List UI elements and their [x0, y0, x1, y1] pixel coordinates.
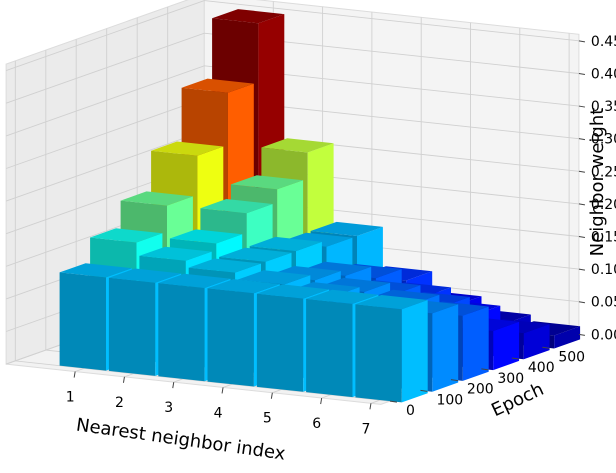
bar-top-face	[212, 9, 285, 24]
bar-front-face	[207, 288, 254, 387]
x-tick	[172, 382, 175, 389]
bar-top-face	[261, 138, 334, 153]
y-tick	[542, 346, 550, 349]
z-tick	[578, 72, 586, 75]
bar-front-face	[108, 277, 156, 376]
y-tick	[420, 389, 428, 392]
bar-front-face	[59, 272, 106, 371]
bar-top-face	[219, 247, 292, 262]
z-tick-label: 0.10	[591, 262, 616, 278]
y-tick-label: 200	[467, 382, 494, 398]
bar-top-face	[120, 191, 193, 206]
z-tick-label: 0.00	[591, 327, 616, 343]
x-tick-label: 4	[214, 405, 223, 421]
bar-top-face	[249, 236, 322, 252]
y-tick	[481, 368, 489, 371]
bar-top-face	[256, 284, 330, 299]
z-tick-label: 0.20	[591, 197, 616, 213]
z-tick	[578, 105, 586, 108]
bar-top-face	[200, 199, 273, 214]
bar-front-face	[256, 293, 304, 392]
z-tick-label: 0.35	[591, 99, 616, 115]
bar-top-face	[306, 289, 379, 304]
bar-top-face	[310, 221, 383, 236]
y-tick-label: 400	[528, 360, 555, 376]
z-tick-label: 0.05	[591, 295, 616, 311]
bar-front-face	[355, 304, 402, 403]
y-tick-label: 0	[406, 403, 415, 419]
z-grid-line	[5, 0, 579, 72]
z-axis-label: Neighbor weight	[587, 108, 608, 257]
bar-top-face	[207, 279, 280, 294]
bar-side-face	[432, 304, 459, 392]
bar-side-face	[554, 326, 581, 349]
z-tick	[578, 203, 586, 206]
x-axis-label: Nearest neighbor index	[75, 414, 287, 464]
x-tick-label: 2	[115, 395, 124, 411]
z-tick-label: 0.30	[591, 132, 616, 148]
y-tick	[450, 379, 458, 382]
x-tick-label: 3	[164, 400, 173, 416]
x-tick	[73, 371, 76, 378]
y-tick-label: 100	[436, 392, 463, 408]
z-tick	[578, 268, 586, 271]
bar-top-face	[59, 263, 132, 278]
x-tick	[320, 397, 323, 405]
bar	[355, 295, 428, 403]
x-tick-label: 1	[66, 390, 75, 406]
z-tick	[578, 40, 586, 43]
z-tick	[578, 301, 586, 304]
bar-side-face	[401, 300, 428, 403]
z-tick-label: 0.15	[591, 229, 616, 245]
bar-top-face	[181, 78, 254, 93]
z-tick-label: 0.45	[591, 34, 616, 50]
x-tick-label: 5	[263, 411, 272, 427]
ticks: 0.00 0.05 0.10 0.15 0.20 0.25 0.30 0.35 0.40 0.45…	[66, 34, 616, 437]
x-tick-label: 7	[361, 421, 370, 437]
y-tick-label: 500	[558, 349, 585, 365]
z-tick	[578, 333, 586, 336]
bar-top-face	[108, 268, 182, 283]
x-tick-label: 6	[312, 416, 321, 432]
z-tick-label: 0.25	[591, 164, 616, 180]
bar-top-face	[169, 229, 243, 244]
bar-side-face	[523, 324, 550, 360]
bar-side-face	[462, 306, 489, 381]
bar-top-face	[238, 270, 311, 285]
x-tick	[122, 376, 125, 383]
bar-top-face	[139, 246, 212, 261]
bar-front-face	[306, 298, 353, 398]
bar-front-face	[158, 283, 205, 382]
z-tick	[578, 170, 586, 173]
y-tick	[511, 357, 519, 360]
bars	[59, 9, 581, 403]
bar-top-face	[188, 258, 261, 273]
bar-top-face	[230, 175, 304, 190]
x-tick	[221, 387, 224, 394]
x-tick	[270, 392, 273, 399]
z-tick-label: 0.40	[591, 66, 616, 82]
z-grid-line	[5, 32, 579, 104]
x-tick	[369, 403, 372, 410]
y-tick	[389, 400, 398, 403]
z-grid-line	[5, 65, 579, 137]
bar-top-face	[90, 228, 163, 243]
y-tick-label: 300	[497, 371, 524, 387]
bar-top-face	[355, 295, 428, 310]
z-tick	[578, 138, 586, 141]
bar-top-face	[158, 273, 231, 288]
z-tick	[578, 236, 586, 238]
bar-top-face	[151, 141, 224, 156]
